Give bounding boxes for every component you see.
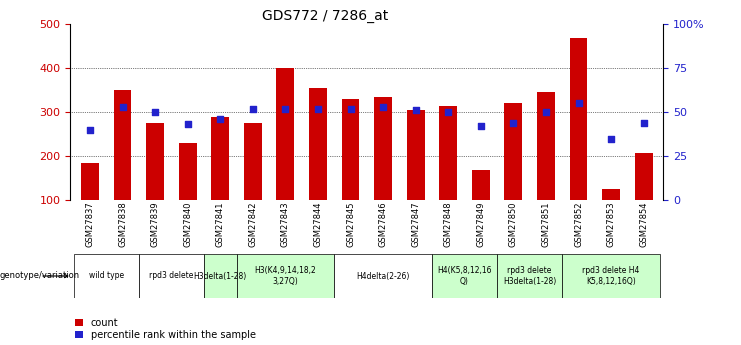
Point xyxy=(475,124,487,129)
Text: GSM27841: GSM27841 xyxy=(216,201,225,247)
Bar xyxy=(113,90,131,200)
Point xyxy=(605,136,617,141)
Point xyxy=(638,120,650,126)
Text: GSM27846: GSM27846 xyxy=(379,201,388,247)
Point xyxy=(182,122,193,127)
Bar xyxy=(244,123,262,200)
Text: GSM27838: GSM27838 xyxy=(118,201,127,247)
Title: GDS772 / 7286_at: GDS772 / 7286_at xyxy=(262,9,388,23)
Bar xyxy=(81,163,99,200)
Point xyxy=(214,116,226,122)
Point xyxy=(410,108,422,113)
Bar xyxy=(211,117,229,200)
Text: GSM27848: GSM27848 xyxy=(444,201,453,247)
Bar xyxy=(309,88,327,200)
Text: genotype/variation: genotype/variation xyxy=(0,272,80,280)
Text: H3(K4,9,14,18,2
3,27Q): H3(K4,9,14,18,2 3,27Q) xyxy=(254,266,316,286)
Bar xyxy=(497,255,562,297)
Text: GSM27842: GSM27842 xyxy=(248,201,257,247)
Bar xyxy=(146,123,164,200)
Text: GSM27851: GSM27851 xyxy=(542,201,551,247)
Bar xyxy=(505,104,522,200)
Text: GSM27840: GSM27840 xyxy=(183,201,192,247)
Bar xyxy=(236,255,334,297)
Bar xyxy=(407,110,425,200)
Text: H4delta(2-26): H4delta(2-26) xyxy=(356,272,410,280)
Point xyxy=(508,120,519,126)
Point xyxy=(312,106,324,111)
Text: GSM27854: GSM27854 xyxy=(639,201,648,247)
Text: GSM27853: GSM27853 xyxy=(607,201,616,247)
Bar xyxy=(204,255,236,297)
Text: GSM27839: GSM27839 xyxy=(150,201,159,247)
Bar xyxy=(139,255,204,297)
Bar xyxy=(439,106,457,200)
Text: GSM27843: GSM27843 xyxy=(281,201,290,247)
Bar xyxy=(73,255,139,297)
Bar xyxy=(179,143,196,200)
Bar xyxy=(472,170,490,200)
Bar xyxy=(602,189,620,200)
Bar xyxy=(334,255,432,297)
Text: GSM27845: GSM27845 xyxy=(346,201,355,247)
Point xyxy=(279,106,291,111)
Text: GSM27844: GSM27844 xyxy=(313,201,322,247)
Text: H3delta(1-28): H3delta(1-28) xyxy=(193,272,247,280)
Bar xyxy=(635,152,653,200)
Text: GSM27837: GSM27837 xyxy=(85,201,94,247)
Point xyxy=(149,109,161,115)
Text: H4(K5,8,12,16
Q): H4(K5,8,12,16 Q) xyxy=(437,266,492,286)
Text: rpd3 delete: rpd3 delete xyxy=(149,272,193,280)
Bar xyxy=(374,97,392,200)
Bar xyxy=(570,38,588,200)
Point xyxy=(442,109,454,115)
Text: rpd3 delete H4
K5,8,12,16Q): rpd3 delete H4 K5,8,12,16Q) xyxy=(582,266,639,286)
Point xyxy=(247,106,259,111)
Text: GSM27849: GSM27849 xyxy=(476,201,485,247)
Text: GSM27847: GSM27847 xyxy=(411,201,420,247)
Legend: count, percentile rank within the sample: count, percentile rank within the sample xyxy=(76,318,256,340)
Bar xyxy=(276,68,294,200)
Bar xyxy=(537,92,555,200)
Text: wild type: wild type xyxy=(89,272,124,280)
Text: GSM27850: GSM27850 xyxy=(509,201,518,247)
Point xyxy=(377,104,389,110)
Text: GSM27852: GSM27852 xyxy=(574,201,583,247)
Bar xyxy=(562,255,660,297)
Bar xyxy=(342,99,359,200)
Point xyxy=(345,106,356,111)
Point xyxy=(573,101,585,106)
Bar xyxy=(432,255,497,297)
Point xyxy=(116,104,128,110)
Text: rpd3 delete
H3delta(1-28): rpd3 delete H3delta(1-28) xyxy=(503,266,556,286)
Point xyxy=(540,109,552,115)
Point xyxy=(84,127,96,132)
